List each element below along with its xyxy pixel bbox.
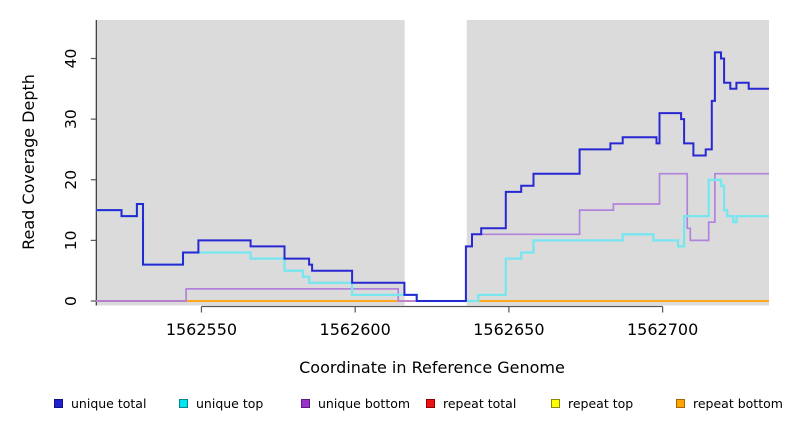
masked-region-band xyxy=(404,20,467,306)
legend-item-repeat-total: repeat total xyxy=(426,392,516,414)
y-tick-label: 40 xyxy=(62,49,80,69)
x-tick-label: 1562650 xyxy=(473,320,544,339)
series-lines xyxy=(96,51,769,303)
legend-item-unique-bottom: unique bottom xyxy=(301,392,410,414)
y-tick-label: 20 xyxy=(62,170,80,190)
legend: unique total unique top unique bottom repea… xyxy=(0,392,792,416)
plot-panel xyxy=(96,20,770,306)
y-tick-label: 10 xyxy=(62,231,80,251)
legend-label: repeat top xyxy=(568,395,634,411)
legend-swatch-unique-top xyxy=(179,398,188,408)
y-axis-title: Read Coverage Depth xyxy=(19,74,38,250)
series-line-unique-total xyxy=(96,51,769,302)
legend-swatch-unique-bottom xyxy=(301,398,310,408)
legend-label: unique bottom xyxy=(318,395,411,411)
legend-swatch-repeat-top xyxy=(551,398,560,408)
x-tick-label: 1562550 xyxy=(166,320,237,339)
axes: 0 10 20 30 40 1562550 1562600 1562650 1562700 xyxy=(62,20,698,339)
legend-item-repeat-top: repeat top xyxy=(551,392,633,414)
legend-item-unique-top: unique top xyxy=(179,392,263,414)
legend-label: repeat total xyxy=(443,395,517,411)
x-axis-title: Coordinate in Reference Genome xyxy=(299,358,565,377)
legend-item-unique-total: unique total xyxy=(54,392,146,414)
series-line-unique-bottom xyxy=(96,172,769,302)
y-tick-label: 30 xyxy=(62,109,80,129)
legend-label: unique total xyxy=(71,395,147,411)
legend-item-repeat-bottom: repeat bottom xyxy=(676,392,783,414)
legend-swatch-repeat-bottom xyxy=(676,398,685,408)
legend-label: unique top xyxy=(196,395,264,411)
x-tick-label: 1562700 xyxy=(627,320,698,339)
legend-swatch-repeat-total xyxy=(426,398,435,408)
legend-swatch-unique-total xyxy=(54,398,63,408)
x-tick-label: 1562600 xyxy=(320,320,391,339)
legend-label: repeat bottom xyxy=(693,395,783,411)
y-tick-label: 0 xyxy=(62,296,80,306)
coverage-chart: 0 10 20 30 40 1562550 1562600 1562650 1562700 Co… xyxy=(19,20,770,377)
